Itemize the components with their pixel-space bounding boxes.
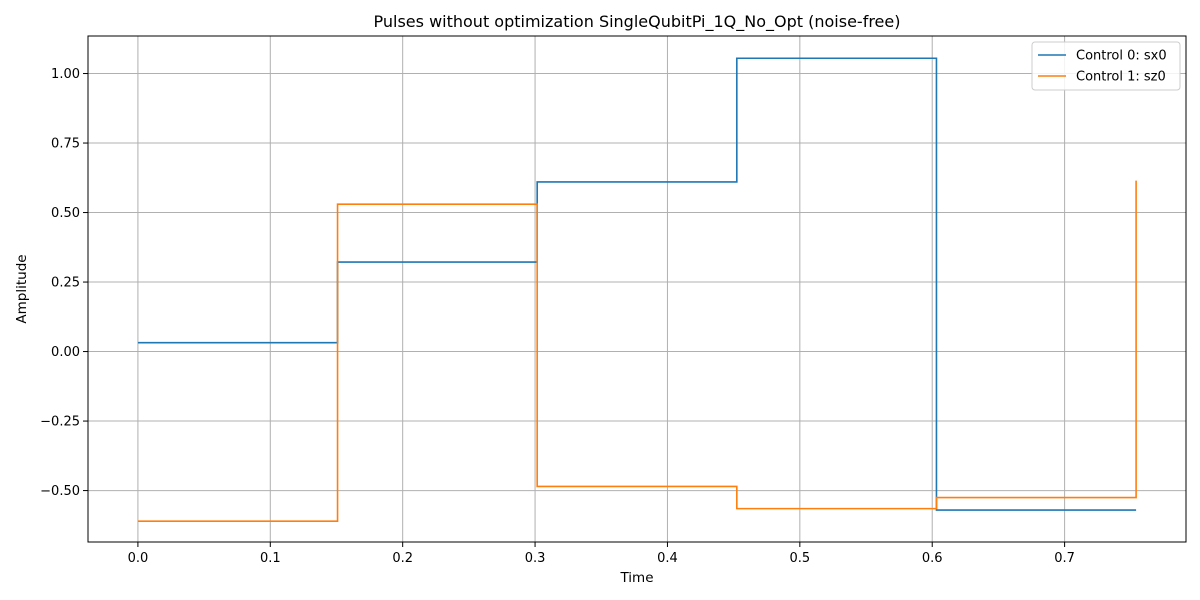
legend-label-1: Control 1: sz0 bbox=[1076, 70, 1166, 85]
y-tick-label: −0.50 bbox=[40, 484, 80, 499]
x-tick-label: 0.1 bbox=[260, 551, 281, 566]
x-tick-label: 0.4 bbox=[657, 551, 678, 566]
y-axis-label: Amplitude bbox=[14, 254, 30, 323]
x-tick-label: 0.2 bbox=[392, 551, 413, 566]
x-tick-label: 0.3 bbox=[525, 551, 546, 566]
x-tick-label: 0.6 bbox=[922, 551, 943, 566]
chart-title: Pulses without optimization SingleQubitP… bbox=[374, 12, 901, 32]
x-axis-label: Time bbox=[619, 570, 653, 586]
y-tick-label: −0.25 bbox=[40, 415, 80, 430]
legend-label-0: Control 0: sx0 bbox=[1076, 49, 1167, 64]
y-tick-label: 1.00 bbox=[51, 67, 80, 82]
y-tick-label: 0.50 bbox=[51, 206, 80, 221]
plot-frame bbox=[87, 35, 1187, 543]
y-tick-label: 0.00 bbox=[51, 345, 80, 360]
legend-box bbox=[1031, 41, 1181, 91]
y-ticks: −0.50 −0.25 0.00 0.25 0.50 0.75 1.00 bbox=[40, 67, 88, 499]
x-tick-label: 0.0 bbox=[128, 551, 149, 566]
grid bbox=[88, 36, 1186, 542]
x-tick-label: 0.7 bbox=[1054, 551, 1075, 566]
series-lines bbox=[137, 57, 1137, 522]
series-line-1 bbox=[137, 180, 1137, 522]
y-tick-label: 0.75 bbox=[51, 137, 80, 152]
y-tick-label: 0.25 bbox=[51, 276, 80, 291]
x-tick-label: 0.5 bbox=[789, 551, 810, 566]
legend: Control 0: sx0 Control 1: sz0 bbox=[1031, 41, 1181, 91]
x-ticks: 0.0 0.1 0.2 0.3 0.4 0.5 0.6 0.7 bbox=[128, 542, 1075, 566]
